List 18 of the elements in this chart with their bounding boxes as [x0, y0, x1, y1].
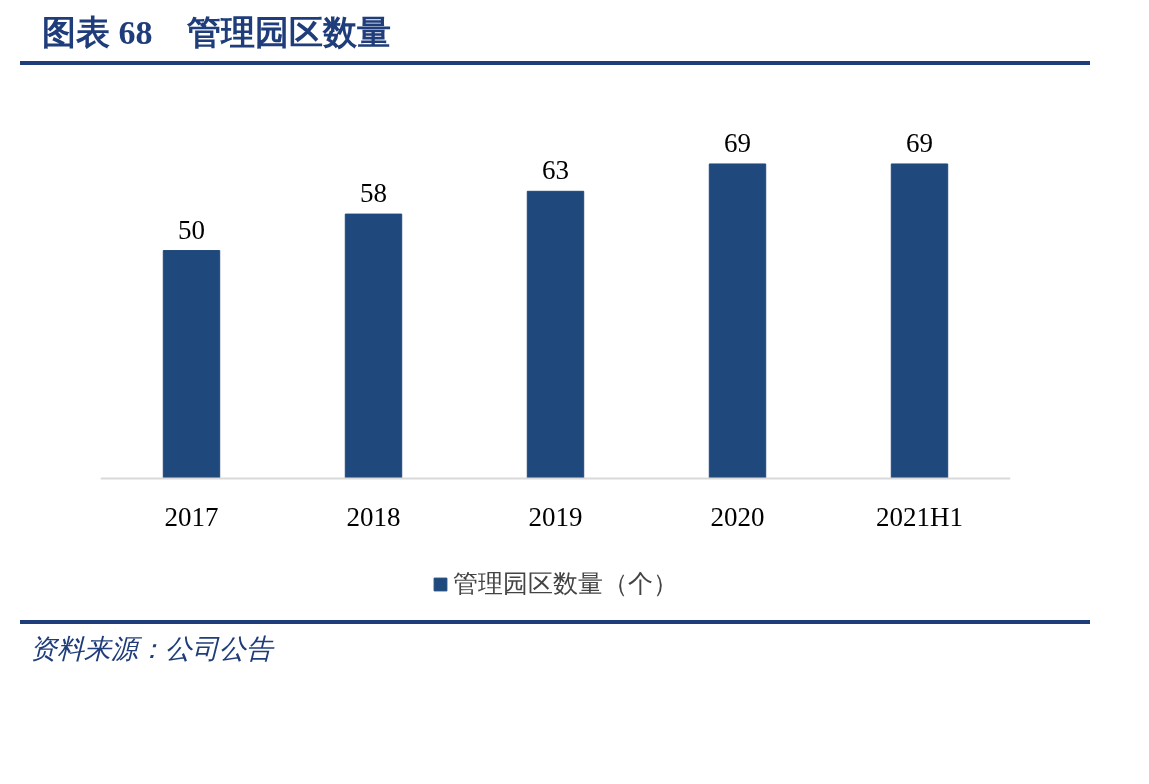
bar: [344, 213, 403, 479]
data-label: 69: [906, 127, 933, 158]
bar: [526, 190, 585, 479]
x-tick-label: 2018: [346, 502, 401, 533]
x-tick-label: 2020: [710, 502, 765, 533]
bar: [890, 163, 949, 479]
data-label: 58: [360, 178, 387, 209]
x-tick-label: 2017: [164, 502, 219, 533]
data-label: 63: [542, 155, 569, 186]
data-label: 69: [724, 127, 751, 158]
bar: [162, 250, 221, 479]
x-tick-label: 2021H1: [876, 502, 963, 533]
text: 资料来源：公司公告: [30, 633, 273, 666]
legend-label: 管理园区数量（个）: [453, 569, 678, 599]
data-label: 50: [178, 214, 205, 245]
bar: [708, 163, 767, 479]
chart-title: 图表 68 管理园区数量: [42, 13, 391, 53]
x-tick-label: 2019: [528, 502, 583, 533]
